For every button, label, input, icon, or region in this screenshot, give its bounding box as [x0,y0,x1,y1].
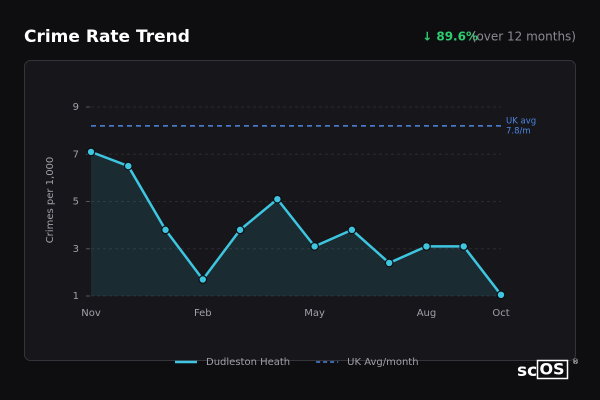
legend-label: Dudleston Heath [206,357,290,368]
data-point [235,225,245,235]
data-point [123,161,133,171]
annotation: 7.8/m [506,127,531,137]
y-tick-label: 7 [73,149,79,160]
x-tick-label: Feb [194,308,212,319]
x-tick-label: Nov [81,308,101,319]
data-point [86,147,96,157]
data-point [272,194,282,204]
logo-prefix: sc [517,361,537,381]
data-point [198,275,208,284]
data-point [459,241,469,251]
card-title: Crime Rate Trend [24,27,190,47]
x-tick-label: Oct [492,308,509,319]
data-point [310,241,320,251]
change-note: (over 12 months) [472,30,576,44]
logo-box [536,359,569,380]
x-tick-label: Aug [417,308,437,319]
series-line [90,150,502,296]
y-axis-label: Crimes per 1,000 [45,157,56,244]
data-point [496,290,506,300]
x-tick-label: May [304,308,325,319]
y-tick-label: 3 [73,244,79,255]
data-point [347,225,357,235]
y-tick-label: 1 [73,291,79,302]
annotation: UK avg [506,117,536,127]
logo-boxed: OS [539,360,564,379]
data-point [422,241,431,251]
change-value: ↓ 89.6% [422,30,478,44]
data-point [384,258,394,268]
chart-panel [24,60,576,361]
y-tick-label: 5 [73,197,79,208]
y-tick-label: 9 [73,102,79,113]
logo-mark: ® [572,358,579,366]
legend-label: UK Avg/month [347,357,418,368]
data-point [161,225,170,235]
